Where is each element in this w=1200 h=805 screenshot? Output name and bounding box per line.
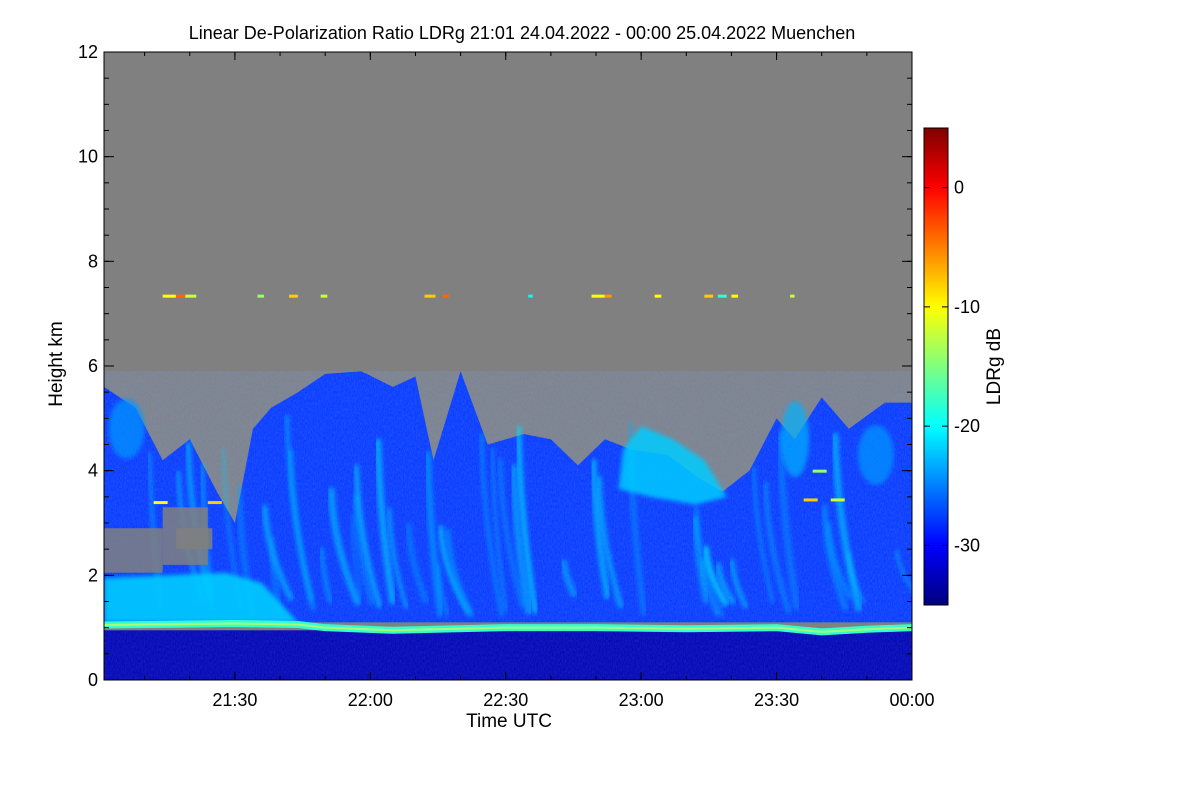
y-tick-label: 8 [88,251,98,271]
y-tick-label: 4 [88,461,98,481]
y-tick-label: 2 [88,565,98,585]
speckle-segment [812,469,827,473]
fall-streak [404,523,431,605]
thin-layer-segment [704,294,714,298]
thin-layer-segment [790,294,795,298]
fall-streak [831,433,863,612]
fall-streak [497,458,526,609]
x-tick-label: 00:00 [889,690,934,710]
colorbar-tick-label: -10 [954,297,980,317]
no-data-gap [104,528,163,573]
fall-streak [820,504,850,612]
aerosol-layer [104,572,299,623]
fall-streak [351,493,376,606]
chart-title: Linear De-Polarization Ratio LDRg 21:01 … [189,23,855,43]
ice-cloud [618,426,727,505]
fall-streak [776,431,801,611]
fall-streak [596,476,624,609]
colorbar-tick-label: -20 [954,416,980,436]
thin-layer-segment [320,294,328,298]
fall-streak [729,558,749,610]
thin-layer-segment [528,294,533,298]
thin-layer-segment [257,294,265,298]
fall-streak [318,546,334,604]
fall-streak [284,414,314,603]
thin-layer-segment [162,294,176,298]
fall-streak [353,464,383,609]
x-axis-label: Time UTC [466,711,552,732]
thin-layer-segment [605,294,612,298]
fall-streak [559,559,579,599]
thin-layer-segment [717,294,727,298]
speckle-segment [803,498,818,502]
x-tick-label: 23:00 [619,690,664,710]
fall-streak [424,451,445,617]
y-tick-label: 6 [88,356,98,376]
x-tick-label: 22:00 [348,690,393,710]
thin-layer-segment [731,294,739,298]
thin-layer-segment [654,294,662,298]
colorbar-label: LDRg dB [984,328,1005,405]
speckle-segment [207,501,222,505]
cloud-patch [108,398,145,459]
fall-streak [702,545,729,607]
x-tick-label: 22:30 [483,690,528,710]
fall-streak [752,466,775,604]
colorbar-tick-label: 0 [954,178,964,198]
fall-streak [700,559,720,617]
fall-streak [715,562,737,606]
speckle-segment [153,501,168,505]
colorbar-ticks: 0 -10 -20 -30 [924,178,980,555]
x-tick-label: 23:30 [754,690,799,710]
fall-streak [387,507,409,609]
colorbar: 0 -10 -20 -30 LDRg dB [923,127,1005,606]
thin-layer-segment [424,294,436,298]
speckle-segment [830,498,845,502]
thin-layer-segment [185,294,197,298]
fall-streak [515,426,539,614]
fall-streak [825,522,854,601]
fall-streak [435,563,450,617]
fall-streak [599,561,621,607]
thin-layer-segment [176,294,186,298]
fall-streak [691,516,710,604]
thin-layer-segment [442,294,450,298]
thin-layer-segment [591,294,605,298]
x-axis: 21:30 22:00 22:30 23:00 23:30 00:00 [144,52,935,710]
y-axis-label: Height km [46,321,67,407]
fall-streak [509,464,533,616]
x-tick-label: 21:30 [212,690,257,710]
cloud-layers [104,294,912,680]
fall-streak [349,515,363,599]
y-tick-label: 10 [78,147,98,167]
y-tick-label: 0 [88,670,98,690]
fall-streak [479,433,504,617]
fall-streak [490,448,508,614]
y-tick-label: 12 [78,42,98,62]
cloud-patch [781,401,810,478]
fall-streak [327,488,362,606]
boundary-layer-core [104,622,912,633]
cloud-patch [857,424,894,485]
colorbar-tick-label: -30 [954,535,980,555]
near-surface-texture [104,630,912,680]
colorbar-scale [923,127,949,606]
no-data-gap [176,528,213,550]
plot-area [104,52,912,680]
thin-layer-segment [289,294,298,298]
y-axis: 0 2 4 6 8 10 12 [78,42,912,690]
fall-streak [762,481,792,614]
fall-streak [444,528,475,619]
fall-streak [374,438,397,605]
